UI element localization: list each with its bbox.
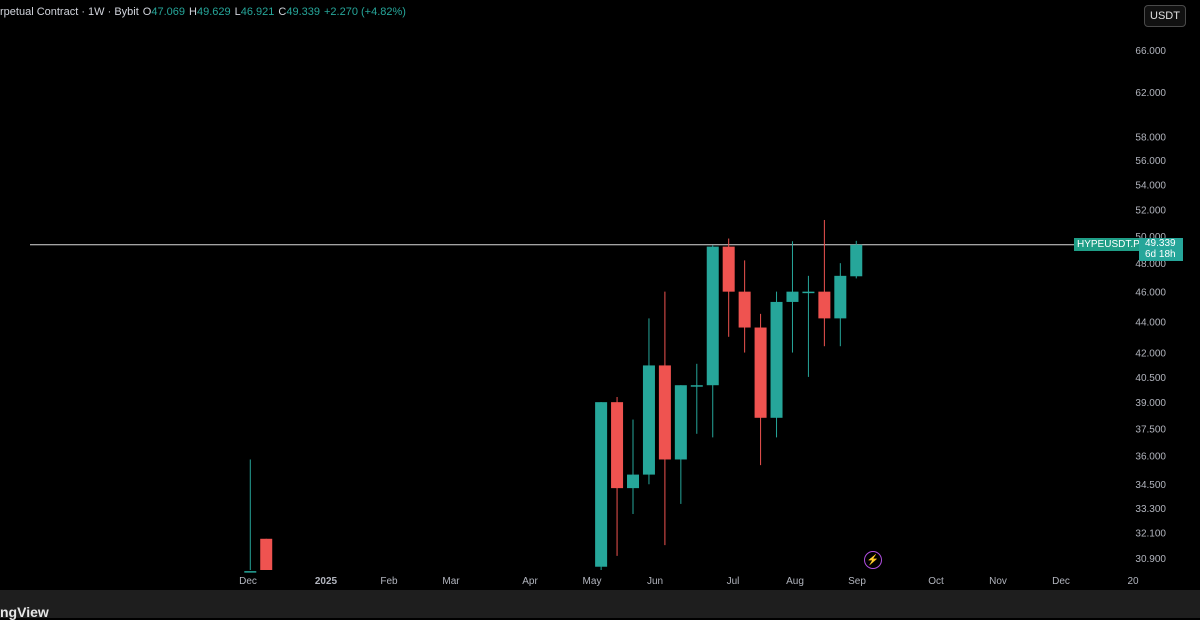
candle-body — [595, 402, 608, 567]
price-tick-label: 56.000 — [1135, 156, 1166, 167]
candle — [786, 241, 799, 353]
price-tick-label: 58.000 — [1135, 132, 1166, 143]
candle — [595, 402, 608, 570]
candle — [802, 275, 815, 377]
candle — [722, 238, 735, 337]
candle-body — [611, 402, 624, 489]
price-tick-label: 36.000 — [1135, 452, 1166, 463]
candle-body — [674, 385, 687, 460]
currency-button[interactable]: USDT — [1144, 5, 1186, 27]
candle-body — [642, 365, 655, 475]
price-tick-label: 37.500 — [1135, 424, 1166, 435]
close-value: 49.339 — [286, 6, 320, 18]
price-tick-label: 66.000 — [1135, 46, 1166, 57]
time-tick-label: 2025 — [315, 576, 338, 587]
candle-body — [802, 291, 815, 294]
price-axis[interactable]: 30.900 32.100 33.300 34.500 36.000 37.500 39.0… — [1135, 46, 1166, 565]
footer-bar — [0, 590, 1200, 618]
candle-body — [754, 327, 767, 418]
price-tick-label: 50.000 — [1135, 232, 1166, 243]
ohlc-legend: rpetual Contract · 1W · Bybit O47.069 H49.… — [0, 6, 410, 18]
price-tick-label: 34.500 — [1135, 480, 1166, 491]
price-tick-label: 44.000 — [1135, 317, 1166, 328]
price-tick-label: 48.000 — [1135, 259, 1166, 270]
price-tick-label: 42.000 — [1135, 349, 1166, 360]
candle-body — [706, 246, 719, 386]
last-price-value: 49.339 — [1145, 238, 1176, 249]
time-tick-label: Jul — [727, 576, 740, 587]
candle-body — [244, 571, 257, 573]
candle — [770, 291, 783, 438]
low-value: 46.921 — [240, 6, 275, 18]
candles — [244, 219, 863, 573]
time-tick-label: Apr — [522, 576, 538, 587]
candle — [818, 219, 831, 347]
high-value: 49.629 — [196, 6, 231, 18]
candle-body — [786, 291, 799, 302]
candle — [611, 397, 624, 556]
price-tick-label: 33.300 — [1135, 504, 1166, 515]
price-tick-label: 39.000 — [1135, 398, 1166, 409]
high-label: H — [189, 6, 197, 18]
candle-body — [690, 385, 703, 387]
candle-body — [658, 365, 671, 460]
candle — [642, 318, 655, 485]
time-tick-label: Oct — [928, 576, 944, 587]
candle-body — [818, 291, 831, 319]
candle — [627, 419, 640, 514]
candle-body — [260, 538, 273, 570]
candle-body — [738, 291, 751, 328]
candle — [690, 363, 703, 434]
time-tick-label: 20 — [1127, 576, 1139, 587]
time-tick-label: May — [583, 576, 602, 587]
price-tick-label: 62.000 — [1135, 88, 1166, 99]
time-tick-label: Feb — [380, 576, 398, 587]
last-price-tag: 49.339 6d 18h — [1139, 238, 1183, 261]
candle — [674, 385, 687, 504]
time-tick-label: Jun — [647, 576, 663, 587]
price-tick-label: 32.100 — [1135, 528, 1166, 539]
candle — [738, 260, 751, 353]
price-tick-label: 46.000 — [1135, 288, 1166, 299]
time-tick-label: Sep — [848, 576, 866, 587]
bar-countdown: 6d 18h — [1145, 249, 1176, 260]
time-tick-label: Dec — [1052, 576, 1070, 587]
candle-body — [627, 474, 640, 489]
candle — [260, 538, 273, 570]
open-value: 47.069 — [151, 6, 185, 18]
price-tick-label: 54.000 — [1135, 180, 1166, 191]
candle — [754, 313, 767, 466]
candle-body — [834, 275, 847, 319]
close-label: C — [278, 6, 287, 18]
candle — [850, 240, 863, 279]
candle — [706, 245, 719, 438]
candle-body — [770, 301, 783, 418]
time-tick-label: Aug — [786, 576, 804, 587]
candle — [658, 291, 671, 546]
open-label: O — [142, 6, 152, 18]
time-tick-label: Nov — [989, 576, 1007, 587]
time-tick-label: Mar — [442, 576, 460, 587]
time-axis[interactable]: Dec 2025 Feb Mar Apr May Jun Jul Aug Sep Oct Nov Dec… — [239, 576, 1139, 587]
symbol-title: rpetual Contract · 1W · Bybit — [0, 6, 139, 18]
price-tick-label: 40.500 — [1135, 373, 1166, 384]
price-tick-label: 52.000 — [1135, 206, 1166, 217]
brand-logo-text: ngView — [0, 604, 49, 620]
candle-body — [850, 244, 863, 277]
price-tick-label: 30.900 — [1135, 554, 1166, 565]
candle — [834, 263, 847, 347]
low-label: L — [234, 6, 241, 18]
change-value: +2.270 (+4.82%) — [324, 6, 406, 18]
lightning-icon[interactable]: ⚡ — [864, 551, 882, 569]
candle — [244, 459, 257, 573]
symbol-price-label: HYPEUSDT.P — [1074, 238, 1143, 251]
time-tick-label: Dec — [239, 576, 257, 587]
candle-body — [722, 246, 735, 292]
